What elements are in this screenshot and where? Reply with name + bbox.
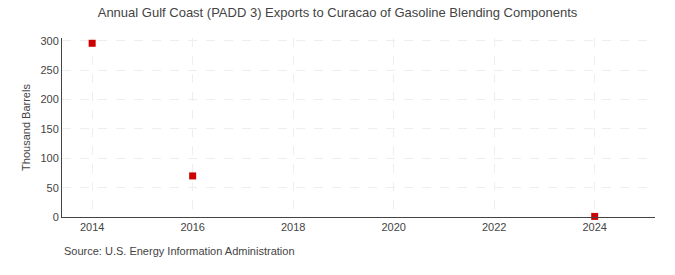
svg-text:2020: 2020	[381, 221, 405, 233]
svg-text:300: 300	[40, 35, 58, 47]
svg-text:250: 250	[40, 64, 58, 76]
svg-text:Annual Gulf Coast (PADD 3) Exp: Annual Gulf Coast (PADD 3) Exports to Cu…	[98, 5, 578, 20]
svg-text:2018: 2018	[281, 221, 305, 233]
svg-text:200: 200	[40, 93, 58, 105]
svg-text:0: 0	[53, 211, 59, 223]
svg-text:2024: 2024	[582, 221, 606, 233]
svg-text:50: 50	[47, 182, 59, 194]
svg-text:Thousand Barrels: Thousand Barrels	[20, 84, 32, 171]
svg-text:150: 150	[40, 123, 58, 135]
svg-text:2016: 2016	[180, 221, 204, 233]
svg-text:2014: 2014	[80, 221, 104, 233]
svg-text:Source: U.S. Energy Informatio: Source: U.S. Energy Information Administ…	[64, 245, 295, 257]
svg-text:2022: 2022	[482, 221, 506, 233]
svg-text:100: 100	[40, 152, 58, 164]
